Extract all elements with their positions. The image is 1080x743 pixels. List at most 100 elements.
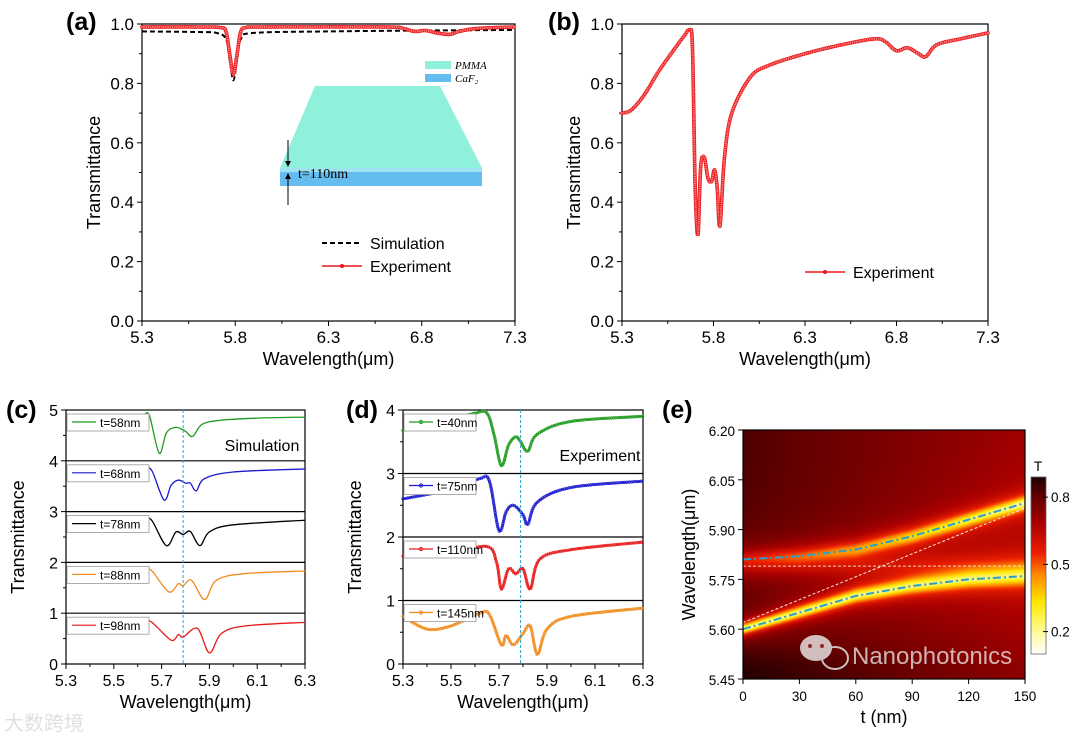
y-axis-label: Transmittance [8,480,28,593]
data-marker [510,568,514,572]
legend-box [66,464,150,483]
data-marker [484,411,489,415]
data-marker [511,25,516,29]
y-tick-label: 5.45 [709,673,735,688]
panel-label-b: (b) [548,8,580,36]
y-tick-label: 2 [49,555,58,572]
y-tick-label: 6.20 [709,424,735,439]
x-axis-label: Wavelength(μm) [263,349,395,369]
chart-panel-b: 5.3 5.8 6.3 6.8 7.3 0.0 0.2 0.4 0.6 0.8 1.0 Wavelen… [564,15,1000,369]
x-tick-label: 30 [792,689,807,704]
y-tick-label: 0.0 [590,312,614,331]
y-tick-label: 0.6 [110,134,134,153]
legend-box [66,413,150,432]
data-marker [985,31,990,35]
x-tick-label: 5.8 [702,328,726,347]
lower-polariton-branch [742,575,1026,631]
series-line [402,541,644,590]
legend-label: t=68nm [100,467,140,481]
legend-label-pmma: PMMA [454,60,487,72]
series-line [402,607,644,655]
data-marker [516,507,520,511]
panel-annotation: Simulation [225,438,300,455]
data-marker [537,499,541,503]
series-line [621,28,989,236]
data-marker [547,625,551,629]
legend-label: t=40nm [437,416,477,430]
panel-label-e: (e) [662,396,693,424]
data-marker [640,414,645,418]
panel-label-d: (d) [346,396,378,424]
data-marker [535,500,539,505]
data-marker [640,606,644,610]
legend-label: t=145nm [437,607,484,621]
y-tick-label: 1 [386,594,395,611]
data-marker [515,571,520,575]
legend-label: Simulation [370,236,445,253]
series-line [144,466,306,501]
x-tick-label: 6.1 [584,673,606,690]
x-axis-label: Wavelength(μm) [120,692,252,712]
y-tick-label: 0 [386,657,395,674]
x-tick-label: 5.5 [440,673,462,690]
y-tick-label: 1.0 [590,15,614,34]
y-tick-label: 0.2 [590,253,614,272]
x-tick-label: 90 [905,689,920,704]
chart-panel-d: 5.3 5.5 5.7 5.9 6.1 6.3 0 1 2 3 4 Wavelength(μm) Tra… [345,403,654,712]
legend-marker [418,610,424,615]
x-tick-label: 5.3 [392,673,414,690]
panels: 5.3 5.8 6.3 6.8 7.3 0.0 0.2 0.4 0.6 0.8 1.0 Wavelen… [8,15,1070,727]
x-tick-label: 5.5 [103,673,125,690]
y-tick-label: 0.2 [110,253,134,272]
x-tick-label: 6.3 [793,328,817,347]
legend-marker [418,546,424,552]
legend-box [66,616,150,635]
series-line [144,517,306,547]
legend-box [403,604,477,622]
data-marker [509,438,514,442]
y-tick-label: 5.60 [709,623,735,638]
y-tick-label: 0.4 [110,193,134,212]
y-tick-label: 1.0 [110,15,134,34]
y-tick-label: 4 [386,403,395,420]
data-marker [485,610,489,614]
x-axis-label: Wavelength(μm) [457,692,589,712]
x-tick-label: 6.3 [294,673,316,690]
x-tick-label: 150 [1014,689,1037,704]
x-axis-label: Wavelength(μm) [739,349,871,369]
colorbar-label: T [1034,459,1042,474]
legend-swatch-caf2 [425,74,451,82]
legend-label: t=98nm [100,619,140,633]
data-marker [525,625,529,629]
x-tick-label: 5.3 [55,673,77,690]
x-tick-label: 6.3 [317,328,341,347]
data-marker [533,502,538,506]
x-tick-label: 5.7 [488,673,510,690]
legend-box [403,413,477,432]
legend-box [403,540,477,559]
data-marker [514,641,518,645]
legend-marker [340,264,344,268]
data-marker [499,643,503,647]
data-marker [639,479,643,483]
y-tick-label: 5.75 [709,573,735,588]
x-tick-label: 5.8 [223,328,247,347]
legend-marker [418,419,424,425]
y-tick-label: 0 [49,657,58,674]
legend-swatch-pmma [425,61,451,69]
data-marker [508,566,513,571]
data-marker [515,505,519,509]
series-line [144,568,306,601]
legend-label: t=58nm [100,416,140,430]
data-marker [537,558,541,563]
x-tick-label: 5.3 [610,328,634,347]
legend-box [403,477,477,495]
chart-panel-c: 5.3 5.5 5.7 5.9 6.1 6.3 0 1 2 3 4 5 Wavelength(μm) Tr… [8,403,316,712]
watermark-right: Nanophotonics [852,643,1012,670]
y-axis-label: Transmittance [345,480,365,593]
data-marker [533,434,538,438]
chart-panel-a: 5.3 5.8 6.3 6.8 7.3 0.0 0.2 0.4 0.6 0.8 1.0 Wavelen… [84,15,527,369]
data-marker [518,509,522,513]
series-line [144,412,306,454]
x-tick-label: 5.7 [150,673,172,690]
